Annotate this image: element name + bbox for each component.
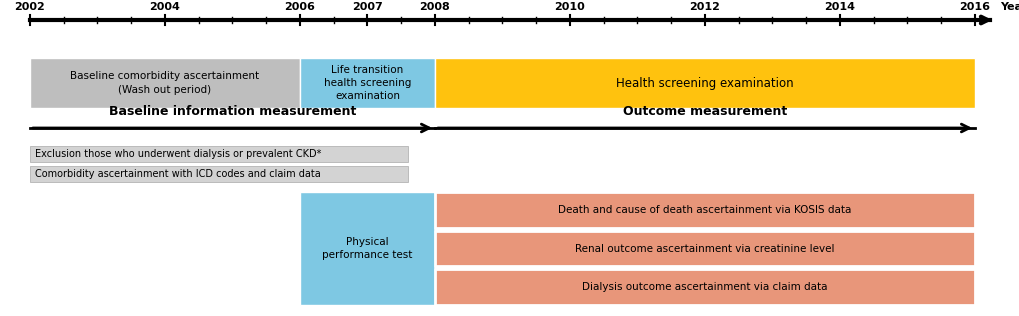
Text: 2008: 2008 xyxy=(419,2,450,12)
Text: Baseline information measurement: Baseline information measurement xyxy=(109,105,356,118)
Bar xyxy=(300,192,434,305)
Text: 2004: 2004 xyxy=(150,2,180,12)
Text: Comorbidity ascertainment with ICD codes and claim data: Comorbidity ascertainment with ICD codes… xyxy=(35,169,320,179)
Text: 2006: 2006 xyxy=(284,2,315,12)
Text: 2014: 2014 xyxy=(823,2,855,12)
Text: Dialysis outcome ascertainment via claim data: Dialysis outcome ascertainment via claim… xyxy=(582,282,827,292)
Bar xyxy=(434,269,974,305)
Text: 2016: 2016 xyxy=(959,2,989,12)
Text: Baseline comorbidity ascertainment
(Wash out period): Baseline comorbidity ascertainment (Wash… xyxy=(70,71,259,94)
Bar xyxy=(300,58,434,108)
Text: 2002: 2002 xyxy=(14,2,45,12)
Text: Physical
performance test: Physical performance test xyxy=(322,237,413,260)
Bar xyxy=(30,166,408,182)
Text: Outcome measurement: Outcome measurement xyxy=(623,105,787,118)
Bar xyxy=(434,192,974,228)
Text: 2010: 2010 xyxy=(554,2,585,12)
Bar xyxy=(30,146,408,162)
Text: 2012: 2012 xyxy=(689,2,719,12)
Text: Exclusion those who underwent dialysis or prevalent CKD*: Exclusion those who underwent dialysis o… xyxy=(35,149,321,159)
Text: Health screening examination: Health screening examination xyxy=(615,76,793,89)
Text: 2007: 2007 xyxy=(352,2,382,12)
Text: Death and cause of death ascertainment via KOSIS data: Death and cause of death ascertainment v… xyxy=(557,205,851,215)
Text: Life transition
health screening
examination: Life transition health screening examina… xyxy=(323,65,411,101)
Text: Year: Year xyxy=(999,2,1019,12)
Text: Renal outcome ascertainment via creatinine level: Renal outcome ascertainment via creatini… xyxy=(575,244,834,253)
Bar xyxy=(434,58,974,108)
Bar xyxy=(434,231,974,266)
Bar xyxy=(30,58,300,108)
